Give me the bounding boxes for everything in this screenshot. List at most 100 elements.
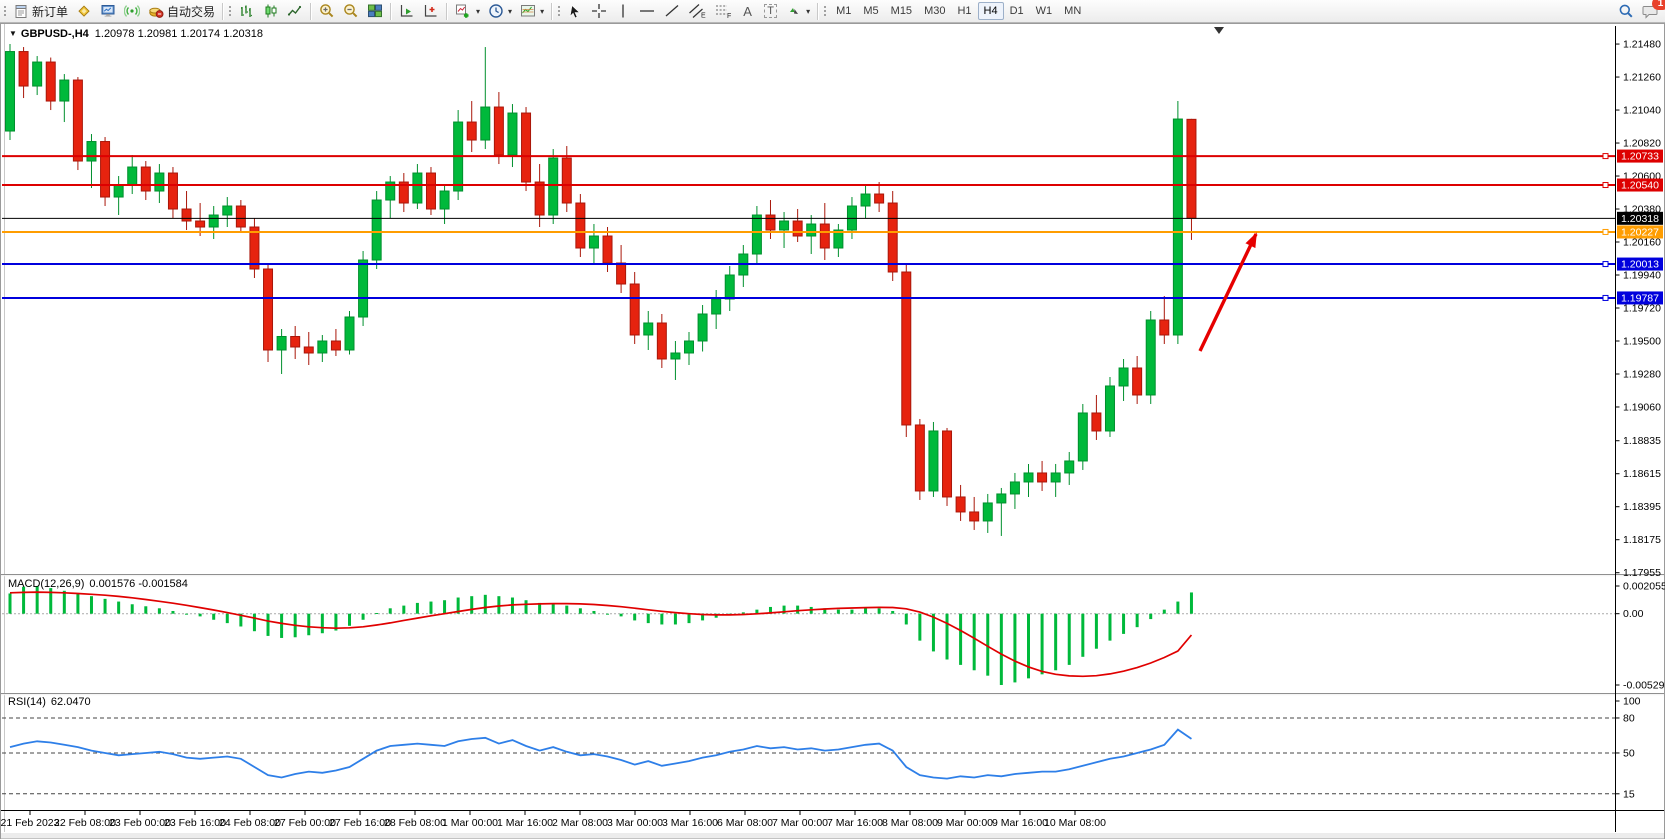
macd-histogram-bar — [959, 613, 963, 665]
dropdown-arrow-icon[interactable]: ▾ — [540, 6, 545, 16]
price-badge-label: 1.19787 — [1621, 292, 1659, 304]
candle-body — [724, 274, 735, 300]
timeframe-MN[interactable]: MN — [1058, 2, 1087, 20]
line-handle[interactable] — [1602, 261, 1609, 268]
market-watch-button[interactable] — [96, 1, 120, 21]
zoom-out-button[interactable] — [339, 1, 363, 21]
text-tool-icon: A — [743, 3, 752, 19]
candle — [969, 496, 980, 530]
macd-histogram-bar — [375, 613, 379, 615]
candle — [249, 218, 260, 279]
trend-arrow-annotation[interactable] — [1198, 232, 1258, 352]
candle — [643, 310, 654, 350]
dropdown-arrow-icon[interactable]: ▾ — [508, 6, 513, 16]
candle — [140, 161, 151, 201]
vertical-line-tool-button[interactable] — [611, 1, 634, 21]
candle — [330, 328, 341, 356]
time-tick-label: 27 Feb 00:00 — [274, 817, 336, 829]
toolbar-grip[interactable] — [823, 4, 828, 18]
macd-histogram-bar — [225, 613, 229, 624]
toolbar-grip[interactable] — [557, 4, 562, 18]
candle-body — [1050, 472, 1061, 483]
search-button[interactable] — [1614, 1, 1638, 21]
toolbar-grip[interactable] — [3, 4, 7, 18]
macd-histogram-bar — [687, 613, 691, 624]
zoom-in-icon — [320, 4, 334, 18]
line-chart-button[interactable] — [283, 1, 307, 21]
candle — [1159, 296, 1170, 344]
candle — [982, 493, 993, 533]
line-handle[interactable] — [1602, 228, 1609, 235]
text-tool-button[interactable]: A — [736, 1, 759, 21]
timeframe-M30[interactable]: M30 — [918, 2, 951, 20]
price-tick-label: 1.19720 — [1623, 302, 1661, 314]
chart-shift-button[interactable] — [419, 1, 443, 21]
timeframe-D1[interactable]: D1 — [1004, 2, 1030, 20]
toolbar-grip[interactable] — [228, 4, 233, 18]
text-label-tool-button[interactable]: T — [759, 1, 782, 21]
horizontal-line-tool-button[interactable] — [634, 1, 660, 21]
bar-chart-button[interactable] — [235, 1, 259, 21]
line-handle[interactable] — [1602, 182, 1609, 189]
price-tick-label: 1.21040 — [1623, 105, 1661, 117]
crosshair-tool-button[interactable] — [587, 1, 611, 21]
timeframe-M5[interactable]: M5 — [857, 2, 884, 20]
candle-body — [684, 340, 694, 354]
candle-body — [1037, 472, 1048, 483]
macd-histogram-bar — [986, 613, 990, 676]
autotrading-button[interactable]: 自动交易 — [144, 1, 219, 21]
cursor-tool-button[interactable] — [564, 1, 587, 21]
tile-windows-button[interactable] — [363, 1, 387, 21]
timeframe-M15[interactable]: M15 — [885, 2, 918, 20]
macd-histogram-bar — [62, 590, 66, 614]
price-tick-label: 1.19940 — [1623, 270, 1661, 282]
zoom-in-button[interactable] — [315, 1, 339, 21]
macd-histogram-bar — [864, 608, 868, 614]
line-handle[interactable] — [1602, 153, 1609, 160]
price-badge — [1617, 257, 1663, 271]
rsi-name: RSI(14) — [8, 696, 46, 708]
macd-histogram-bar — [660, 613, 664, 625]
arrows-tool-button[interactable]: ▾ — [782, 1, 814, 21]
auto-scroll-button[interactable] — [395, 1, 419, 21]
candle-body — [358, 259, 369, 318]
candle-body — [588, 235, 599, 249]
fibonacci-tool-button[interactable]: F — [710, 1, 736, 21]
signals-button[interactable] — [120, 1, 144, 21]
zoom-out-icon — [344, 4, 358, 18]
macd-histogram-bar — [415, 602, 419, 614]
timeframe-M1[interactable]: M1 — [830, 2, 857, 20]
candle — [371, 191, 382, 270]
time-tick-label: 21 Feb 2023 — [1, 817, 60, 829]
macd-signal-line — [9, 591, 1193, 678]
candlestick-chart-button[interactable] — [259, 1, 283, 21]
price-axis[interactable]: 1.214801.212601.210401.208201.206001.203… — [1615, 39, 1662, 580]
templates-button[interactable]: ▾ — [516, 1, 548, 21]
line-handle[interactable] — [1602, 294, 1609, 301]
candle-body — [656, 322, 667, 360]
macd-pane: 0.002055 0.00 -0.005292 — [2, 580, 1665, 691]
notification-badge[interactable]: 1 — [1652, 0, 1665, 10]
candle-body — [928, 430, 939, 492]
channel-tool-button[interactable]: E — [684, 1, 710, 21]
timeframe-W1[interactable]: W1 — [1030, 2, 1059, 20]
macd-name: MACD(12,26,9) — [8, 578, 85, 590]
timeframe-H4[interactable]: H4 — [977, 2, 1004, 20]
candle — [1132, 355, 1143, 404]
timeframe-H1[interactable]: H1 — [951, 2, 977, 20]
dropdown-arrow-icon[interactable]: ▾ — [476, 6, 481, 16]
chart-dropdown-icon[interactable]: ▼ — [9, 29, 17, 38]
macd-tick-label: 0.002055 — [1623, 580, 1665, 592]
time-tick-label: 9 Mar 16:00 — [992, 817, 1048, 829]
periods-button[interactable]: ▾ — [484, 1, 516, 21]
new-order-button[interactable]: 新订单 — [10, 1, 72, 21]
candle-body — [887, 202, 898, 273]
macd-histogram-bar — [1108, 613, 1112, 641]
trendline-tool-button[interactable] — [660, 1, 684, 21]
dropdown-arrow-icon[interactable]: ▾ — [806, 6, 811, 16]
gold-chart-button[interactable] — [72, 1, 96, 21]
indicators-button[interactable]: ▾ — [451, 1, 484, 21]
chart-shift-marker[interactable] — [1214, 27, 1224, 34]
